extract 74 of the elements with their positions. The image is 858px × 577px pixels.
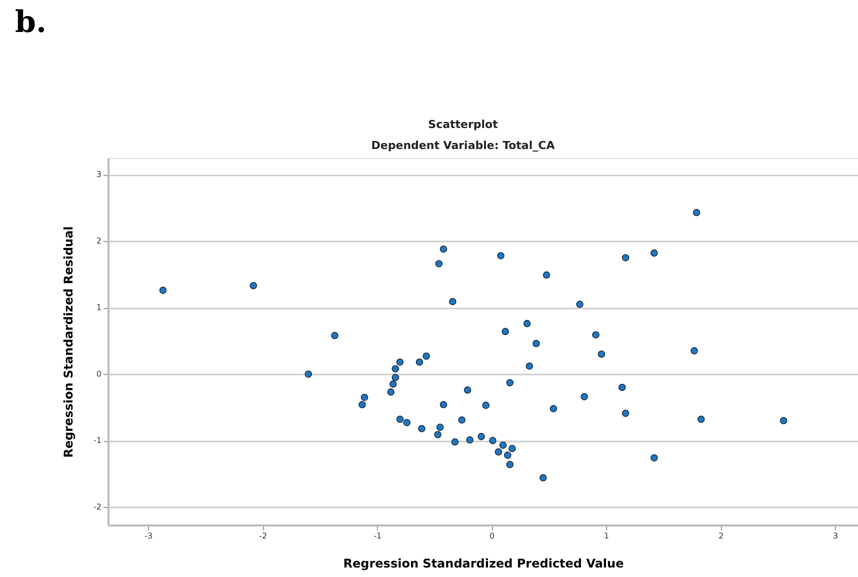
x-tick-label: -3 <box>144 532 153 540</box>
point <box>331 332 338 340</box>
point <box>494 448 502 456</box>
y-axis-title: Regression Standardized Residual <box>62 226 76 458</box>
chart-subtitle: Dependent Variable: Total_CA <box>371 139 556 152</box>
point <box>780 416 788 424</box>
point <box>358 401 366 408</box>
point <box>440 245 448 253</box>
point <box>396 358 404 366</box>
point <box>482 402 490 409</box>
point <box>499 442 507 449</box>
point <box>532 340 540 348</box>
point <box>542 271 550 279</box>
point <box>690 347 698 354</box>
point <box>650 249 658 257</box>
point <box>434 430 442 438</box>
point <box>622 410 630 417</box>
x-tick-label: -2 <box>259 532 268 540</box>
chart-title: Scatterplot <box>428 118 498 131</box>
point <box>422 352 430 360</box>
point <box>436 424 444 431</box>
point <box>387 388 394 396</box>
x-tick-label: 3 <box>833 532 838 540</box>
y-tick-label: -2 <box>94 502 102 512</box>
point <box>389 380 397 388</box>
x-tick-label: 2 <box>718 532 724 540</box>
point <box>440 401 448 408</box>
point <box>464 386 472 394</box>
point <box>508 444 516 452</box>
x-axis-title: Regression Standardized Predicted Value <box>343 556 624 570</box>
point <box>504 452 512 459</box>
point <box>360 394 368 401</box>
point <box>580 393 588 400</box>
point <box>466 436 474 444</box>
point <box>506 379 514 386</box>
point <box>418 424 426 432</box>
point <box>159 286 167 294</box>
point <box>396 416 404 423</box>
point <box>650 454 658 462</box>
text: b. <box>15 5 46 40</box>
point <box>250 282 258 290</box>
point <box>523 320 531 328</box>
point <box>449 298 456 306</box>
point <box>692 208 700 216</box>
point <box>489 436 496 444</box>
point <box>392 365 400 372</box>
x-tick-label: 1 <box>604 532 610 540</box>
point <box>592 331 600 338</box>
point <box>622 254 630 262</box>
point <box>478 432 485 440</box>
y-tick-label: 2 <box>96 236 102 246</box>
point <box>526 362 534 370</box>
point <box>416 358 424 366</box>
x-tick-label: -1 <box>374 532 382 540</box>
point <box>403 418 410 426</box>
y-tick-label: -1 <box>94 436 102 446</box>
point <box>458 416 466 424</box>
point <box>304 370 312 378</box>
point <box>598 350 606 358</box>
x-tick-label: 0 <box>490 532 495 540</box>
y-tick-label: 3 <box>96 170 102 180</box>
point <box>435 260 443 268</box>
point <box>506 460 514 468</box>
point <box>451 438 459 446</box>
point <box>502 328 509 336</box>
point <box>497 252 504 260</box>
y-tick-label: 1 <box>96 303 102 312</box>
point <box>576 300 584 308</box>
point <box>392 374 400 382</box>
y-tick-label: 0 <box>96 370 102 379</box>
point <box>539 474 547 482</box>
point <box>618 384 626 392</box>
point <box>550 405 558 412</box>
point <box>697 416 705 423</box>
